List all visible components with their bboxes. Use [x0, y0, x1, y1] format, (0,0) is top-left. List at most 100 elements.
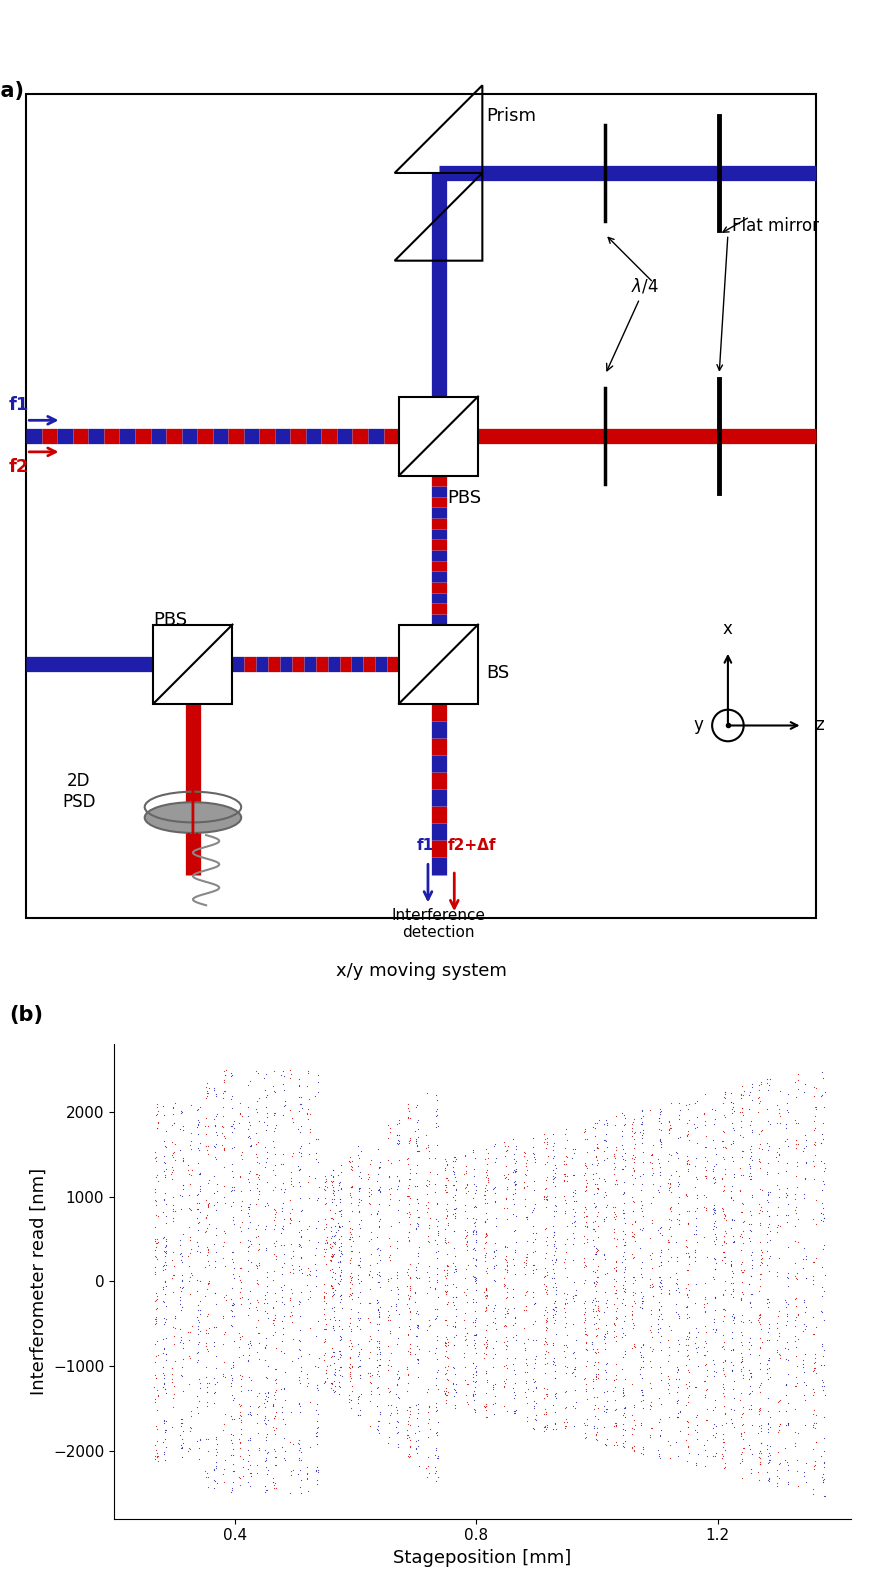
Point	[816, 1438, 831, 1463]
Point	[736, 1259, 750, 1285]
Point	[410, 1391, 424, 1416]
Point	[403, 1441, 417, 1467]
Point	[663, 1171, 677, 1196]
Point	[520, 1408, 534, 1433]
Point	[411, 1137, 425, 1163]
Point	[283, 1462, 297, 1487]
Point	[449, 1285, 463, 1310]
Point	[742, 1163, 756, 1188]
Point	[546, 1204, 560, 1229]
Point	[343, 1356, 357, 1381]
Point	[725, 1144, 739, 1169]
Point	[410, 1349, 424, 1375]
Point	[688, 1240, 702, 1266]
Point	[258, 1346, 272, 1372]
Point	[217, 1069, 231, 1095]
Point	[308, 1353, 322, 1378]
Point	[538, 1326, 552, 1351]
Point	[391, 1359, 405, 1384]
Point	[752, 1398, 766, 1424]
Point	[343, 1150, 357, 1175]
Point	[202, 1338, 216, 1364]
Point	[460, 1289, 474, 1315]
Point	[284, 1398, 298, 1424]
Point	[709, 1201, 723, 1226]
Point	[411, 1204, 425, 1229]
Point	[276, 1152, 290, 1177]
Point	[518, 1141, 532, 1166]
Point	[209, 1315, 223, 1340]
Point	[588, 1285, 602, 1310]
Point	[717, 1134, 731, 1160]
Point	[460, 1392, 474, 1417]
Point	[816, 1462, 831, 1487]
Point	[250, 1144, 264, 1169]
Point	[597, 1207, 611, 1232]
Ellipse shape	[145, 802, 241, 832]
Point	[528, 1346, 542, 1372]
Point	[588, 1278, 602, 1304]
Point	[225, 1313, 239, 1338]
Point	[598, 1432, 612, 1457]
Point	[282, 1430, 296, 1455]
Point	[735, 1190, 749, 1215]
Point	[806, 1436, 820, 1462]
Point	[761, 1190, 775, 1215]
Point	[403, 1266, 417, 1291]
Point	[469, 1359, 483, 1384]
Point	[587, 1353, 601, 1378]
Point	[744, 1281, 758, 1307]
Point	[449, 1177, 463, 1202]
Point	[147, 1373, 161, 1398]
Point	[654, 1098, 668, 1123]
Point	[568, 1364, 582, 1389]
Point	[182, 1438, 196, 1463]
Point	[283, 1205, 297, 1231]
Point	[310, 1419, 324, 1444]
Point	[588, 1292, 602, 1318]
Point	[234, 1422, 248, 1448]
Point	[363, 1413, 377, 1438]
Point	[292, 1074, 306, 1099]
Point	[781, 1082, 795, 1107]
Point	[744, 1365, 758, 1391]
Point	[661, 1327, 675, 1353]
Point	[790, 1111, 804, 1136]
Point	[634, 1256, 648, 1281]
Point	[539, 1299, 553, 1324]
Point	[754, 1118, 768, 1144]
Point	[370, 1376, 384, 1402]
Point	[753, 1452, 767, 1478]
Point	[586, 1228, 600, 1253]
Point	[175, 1145, 189, 1171]
Point	[645, 1256, 660, 1281]
Point	[440, 1202, 454, 1228]
Point	[446, 1218, 460, 1243]
Point	[374, 1205, 388, 1231]
Point	[698, 1270, 712, 1296]
Point	[201, 1272, 215, 1297]
Point	[345, 1354, 359, 1380]
Point	[241, 1376, 255, 1402]
Point	[372, 1215, 386, 1240]
Point	[439, 1152, 453, 1177]
Point	[353, 1270, 367, 1296]
Point	[770, 1463, 784, 1489]
Point	[477, 1179, 491, 1204]
Point	[577, 1248, 591, 1274]
Point	[401, 1096, 415, 1122]
Point	[617, 1141, 631, 1166]
Point	[243, 1112, 257, 1137]
Point	[681, 1152, 695, 1177]
Point	[225, 1304, 239, 1329]
Point	[342, 1334, 356, 1359]
Point	[634, 1410, 648, 1435]
Point	[752, 1099, 766, 1125]
Point	[389, 1266, 403, 1291]
Point	[225, 1373, 239, 1398]
Point	[402, 1444, 416, 1470]
Point	[198, 1459, 212, 1484]
Point	[796, 1463, 810, 1489]
Point	[208, 1468, 222, 1493]
Point	[422, 1212, 436, 1237]
